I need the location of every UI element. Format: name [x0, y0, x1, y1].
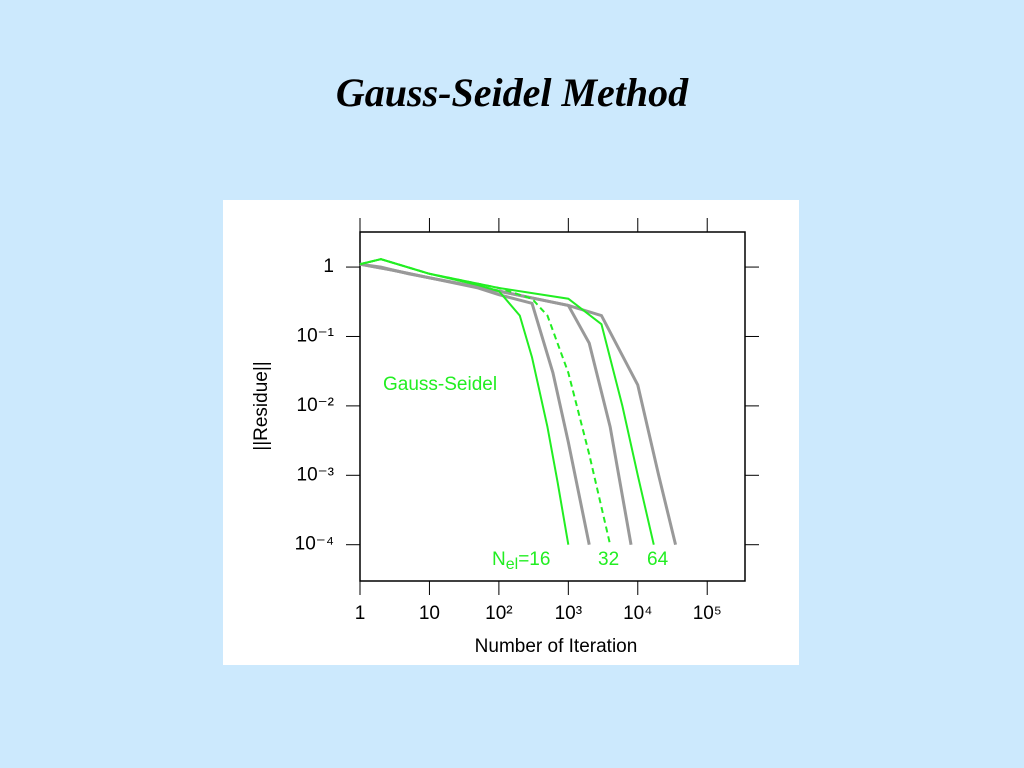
series-line	[359, 262, 678, 546]
annotation-part: N	[492, 549, 506, 570]
x-tick-label: 1	[355, 603, 366, 624]
annotation: 32	[598, 549, 619, 570]
x-tick-label: 10⁵	[693, 603, 722, 624]
x-tick-label: 10³	[555, 603, 582, 624]
y-axis-label: ||Residue||	[251, 361, 272, 450]
chart-background	[223, 200, 799, 665]
annotation-part: =16	[518, 549, 550, 570]
y-tick-label: 1	[323, 256, 334, 277]
annotation: Gauss-Seidel	[383, 374, 497, 395]
annotation-part: el	[506, 556, 518, 573]
slide-title: Gauss-Seidel Method	[336, 70, 689, 115]
series-line	[359, 258, 655, 545]
x-axis-label: Number of Iteration	[475, 636, 638, 657]
x-tick-label: 10	[419, 603, 440, 624]
annotation: Nel=16	[492, 549, 550, 573]
plot-frame	[359, 231, 746, 582]
annotation: 64	[647, 549, 669, 570]
y-tick-label: 10⁻⁴	[295, 534, 334, 555]
x-tick-label: 10²	[485, 603, 512, 624]
y-tick-label: 10⁻¹	[297, 325, 335, 346]
y-tick-label: 10⁻²	[297, 395, 335, 416]
x-tick-label: 10⁴	[623, 603, 652, 624]
y-tick-label: 10⁻³	[297, 464, 335, 485]
